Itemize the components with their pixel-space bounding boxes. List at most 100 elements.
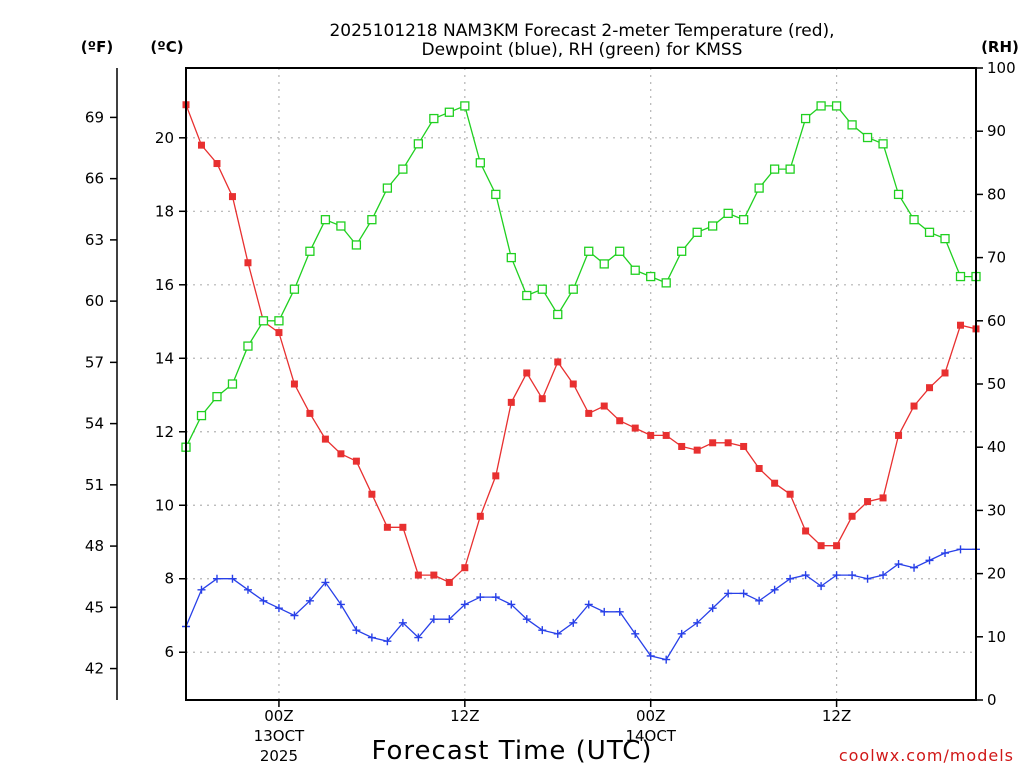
rh-point (444, 107, 454, 117)
rh-line (185, 105, 976, 448)
dewpoint-point (538, 626, 547, 635)
x-axis-title: Forecast Time (UTC) (371, 736, 652, 766)
2-meter-temperature-point (771, 479, 779, 487)
2-meter-temperature-point (647, 431, 655, 439)
dewpoint-point (956, 545, 965, 554)
rh-point (800, 113, 811, 124)
2-meter-temperature-point (569, 380, 577, 388)
dewpoint-line (185, 548, 976, 661)
rh-point (351, 240, 362, 250)
dewpoint-point (305, 596, 314, 605)
2-meter-temperature-point (197, 141, 205, 149)
dewpoint-point (615, 607, 624, 616)
rh-point (196, 410, 207, 421)
fahrenheit-tick-label: 51 (85, 476, 104, 494)
fahrenheit-tick-label: 69 (85, 108, 104, 126)
dewpoint-point (786, 574, 795, 583)
2-meter-temperature-point (244, 259, 252, 267)
dewpoint-point (677, 629, 686, 638)
celsius-unit-label: (ºC) (150, 38, 183, 56)
2-meter-temperature-point (523, 369, 531, 377)
dewpoint-point (398, 618, 407, 627)
rh-point (429, 113, 439, 124)
rh-point (754, 183, 764, 193)
series-layer (181, 101, 981, 664)
dewpoint-point (879, 571, 888, 580)
rh-tick-label: 90 (987, 122, 1006, 140)
rh-point (289, 284, 300, 294)
2-meter-temperature-point (616, 417, 624, 425)
2-meter-temperature-point (740, 442, 748, 450)
dewpoint-point (476, 593, 485, 602)
2-meter-temperature-point (290, 380, 298, 388)
2-meter-temperature-point (833, 542, 841, 550)
2-meter-temperature-point (445, 578, 453, 586)
fahrenheit-tick-label: 60 (85, 292, 104, 310)
rh-point (258, 316, 269, 326)
2-meter-temperature-point (957, 321, 965, 329)
2-meter-temperature-point (368, 490, 376, 498)
dewpoint-point (863, 574, 872, 583)
rh-point (506, 252, 516, 263)
dewpoint-point (941, 549, 950, 558)
celsius-tick-label: 6 (164, 643, 174, 661)
x-tick-label: 00Z (264, 707, 293, 725)
rh-point (584, 246, 594, 256)
rh-point (537, 284, 547, 294)
rh-point (769, 164, 780, 174)
2-meter-temperature-point (926, 384, 934, 392)
rh-point (553, 309, 563, 320)
2-meter-temperature-point (213, 160, 221, 168)
rh-point (398, 164, 408, 174)
rh-point (599, 259, 609, 269)
2-meter-temperature-point (321, 435, 329, 443)
rh-point (522, 290, 532, 301)
chart-title-line2: Dewpoint (blue), RH (green) for KMSS (422, 40, 743, 60)
dewpoint-point (522, 615, 531, 624)
dewpoint-point (894, 560, 903, 569)
dewpoint-point (600, 607, 609, 616)
dewpoint-point (212, 574, 221, 583)
2-meter-temperature-point (414, 571, 422, 579)
rh-point (475, 158, 485, 168)
rh-point (831, 101, 842, 111)
rh-point (212, 391, 222, 402)
2-meter-temperature-point (492, 472, 500, 480)
x-tick-day-label: 14OCT (625, 727, 676, 745)
dewpoint-point (693, 618, 702, 627)
rh-point (878, 139, 888, 149)
rh-point (692, 227, 702, 237)
rh-point (274, 316, 284, 326)
2-meter-temperature-line (185, 104, 977, 584)
rh-tick-label: 60 (987, 312, 1006, 330)
rh-point (615, 246, 625, 256)
dewpoint-point (724, 589, 733, 598)
rh-point (382, 183, 393, 193)
rh-point (955, 271, 966, 282)
2-meter-temperature-point (306, 409, 314, 417)
dewpoint-point (832, 571, 841, 580)
rh-point (646, 271, 656, 282)
2-meter-temperature-point (383, 523, 391, 531)
2-meter-temperature-point (678, 442, 686, 450)
rh-tick-label: 20 (987, 565, 1006, 583)
dewpoint-point (336, 600, 345, 609)
x-tick-label: 12Z (822, 707, 851, 725)
2-meter-temperature-point (554, 358, 562, 366)
dewpoint-point (910, 563, 919, 572)
dewpoint-point (708, 604, 717, 613)
dewpoint-point (848, 571, 857, 580)
2-meter-temperature-point (662, 431, 670, 439)
celsius-tick-label: 10 (155, 496, 174, 514)
2-meter-temperature-point (879, 494, 887, 502)
x-tick-label: 12Z (450, 707, 479, 725)
2-meter-temperature-point (786, 490, 794, 498)
2-meter-temperature-point (228, 193, 236, 201)
2-meter-temperature-point (461, 564, 469, 572)
rh-point (413, 139, 424, 149)
dewpoint-point (228, 574, 237, 583)
fahrenheit-tick-label: 66 (85, 170, 104, 188)
2-meter-temperature-point (538, 395, 546, 403)
dewpoint-point (445, 615, 454, 624)
x-tick-day-label: 13OCT (254, 727, 305, 745)
